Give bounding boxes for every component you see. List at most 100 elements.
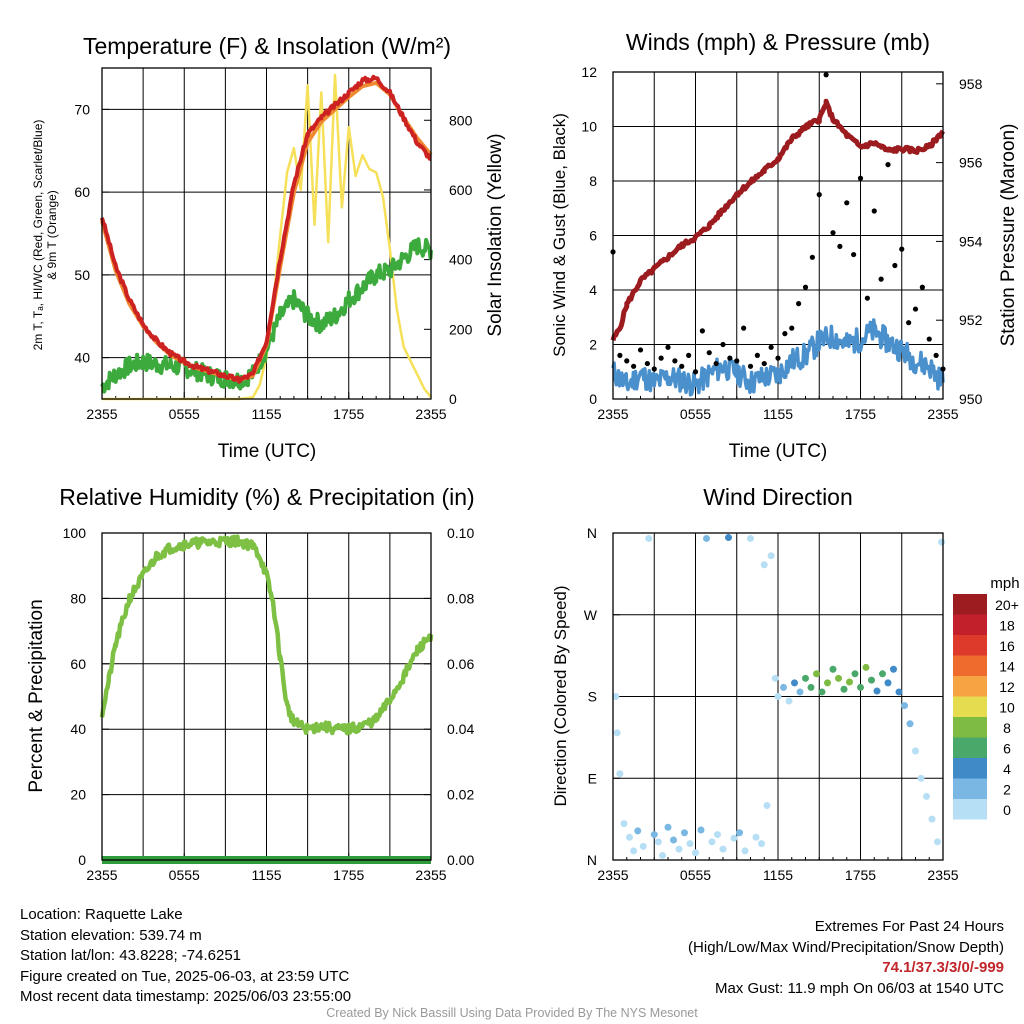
direction-point	[901, 702, 908, 710]
direction-point	[923, 792, 930, 800]
colorbar-swatch	[953, 635, 987, 656]
direction-point	[612, 693, 620, 700]
wind-speed-line	[611, 318, 945, 397]
gust-point	[899, 246, 905, 252]
speed-colorbar: 20+ 18 16 14 12 10 8 6 4 2 0	[953, 594, 1019, 820]
y2-tick-label: 952	[959, 312, 983, 328]
colorbar-label: 0	[1003, 802, 1011, 818]
direction-point	[639, 842, 647, 850]
direction-point	[747, 534, 754, 542]
plot-border	[612, 71, 944, 400]
direction-point	[873, 687, 881, 695]
colorbar-swatch	[953, 758, 987, 779]
direction-point	[686, 840, 694, 848]
plot-border	[612, 532, 944, 861]
colorbar-swatch	[953, 799, 987, 820]
x-tick-label: 1155	[763, 867, 793, 883]
y-tick-label: N	[587, 852, 597, 868]
direction-point	[917, 774, 925, 782]
gust-point	[878, 276, 884, 282]
y-tick-label: 4	[589, 282, 597, 298]
y-tick-label: 12	[581, 64, 597, 80]
x-tick-label: 2355	[597, 867, 628, 883]
gust-point	[713, 360, 719, 367]
direction-panel-title: Wind Direction	[703, 484, 853, 510]
direction-point	[725, 534, 732, 542]
y-tick-label: 10	[581, 119, 597, 135]
temperature-left-axis-label-1: 2m T, Tₐ, HI/WC (Red, Green, Scarlet/Blu…	[31, 120, 45, 351]
gust-point	[679, 363, 685, 369]
gust-point	[844, 200, 850, 206]
colorbar-label: 6	[1003, 741, 1011, 757]
plot-border	[101, 67, 432, 400]
y-tick-label: 6	[589, 228, 597, 244]
gust-point	[933, 352, 939, 358]
direction-point	[620, 820, 628, 828]
extremes-info: Extremes For Past 24 Hours (High/Low/Max…	[688, 917, 1004, 999]
temperature-x-axis-label: Time (UTC)	[218, 441, 317, 462]
direction-point	[719, 845, 727, 853]
direction-point	[791, 679, 798, 687]
colorbar-swatch	[953, 594, 987, 615]
x-tick-label: 0555	[169, 406, 200, 422]
colorbar-swatch	[953, 655, 987, 676]
colorbar-swatch	[953, 717, 987, 738]
y2-tick-label: 0	[449, 391, 457, 407]
x-tick-label: 2355	[415, 406, 446, 422]
gust-point	[857, 175, 864, 181]
wind-left-axis-label: Sonic Wind & Gust (Blue, Black)	[550, 113, 569, 357]
temperature-left-axis-label-2: & 9m T (Orange)	[45, 190, 59, 280]
gust-point	[782, 331, 788, 337]
direction-point	[774, 693, 782, 700]
direction-point	[868, 676, 875, 684]
direction-point	[708, 838, 716, 846]
y-tick-label: S	[588, 689, 597, 705]
wind-panel-title: Winds (mph) & Pressure (mb)	[626, 29, 930, 55]
y2-tick-label: 0.08	[447, 590, 474, 606]
pressure-axis-label: Station Pressure (Maroon)	[998, 124, 1019, 347]
direction-point	[670, 836, 677, 844]
direction-point	[771, 674, 779, 682]
plot-border	[101, 532, 432, 861]
colorbar-label: 18	[999, 618, 1015, 634]
gust-point	[912, 306, 919, 312]
y-tick-label: 100	[63, 525, 87, 541]
gust-point	[741, 325, 747, 331]
direction-point	[928, 815, 936, 823]
direction-point	[906, 720, 914, 728]
y-tick-label: 40	[70, 721, 86, 737]
y2-tick-label: 0.04	[447, 721, 474, 737]
colorbar-label: 4	[1003, 761, 1011, 777]
direction-point	[824, 679, 831, 687]
wind-x-axis-label: Time (UTC)	[729, 441, 828, 462]
x-tick-label: 2355	[597, 406, 628, 422]
y2-tick-label: 0.02	[447, 787, 474, 803]
station-info: Location: Raquette Lake Station elevatio…	[20, 905, 351, 1008]
direction-point	[846, 678, 853, 686]
y-tick-label: 50	[74, 267, 90, 283]
y2-tick-label: 800	[449, 112, 473, 128]
direction-point	[752, 833, 760, 841]
direction-point	[626, 833, 633, 841]
gust-point	[637, 347, 644, 353]
direction-point	[714, 831, 721, 839]
colorbar-label: 20+	[995, 597, 1019, 613]
y-tick-label: 60	[70, 656, 86, 672]
gust-point	[885, 162, 891, 168]
x-tick-label: 2355	[927, 406, 958, 422]
y2-tick-label: 0.06	[447, 656, 474, 672]
y-tick-label: 8	[589, 173, 597, 189]
extremes-title: Extremes For Past 24 Hours	[814, 918, 1004, 935]
gust-point	[926, 336, 932, 342]
direction-point	[630, 847, 638, 855]
station-latlon: Station lat/lon: 43.8228; -74.6251	[20, 947, 242, 964]
direction-point	[758, 840, 765, 848]
y2-tick-label: 950	[959, 391, 983, 407]
direction-point	[829, 665, 837, 673]
y-tick-label: 2	[589, 337, 597, 353]
x-tick-label: 1155	[763, 406, 793, 422]
colorbar-swatch	[953, 676, 987, 697]
gust-point	[823, 72, 829, 78]
y2-tick-label: 956	[959, 155, 983, 171]
